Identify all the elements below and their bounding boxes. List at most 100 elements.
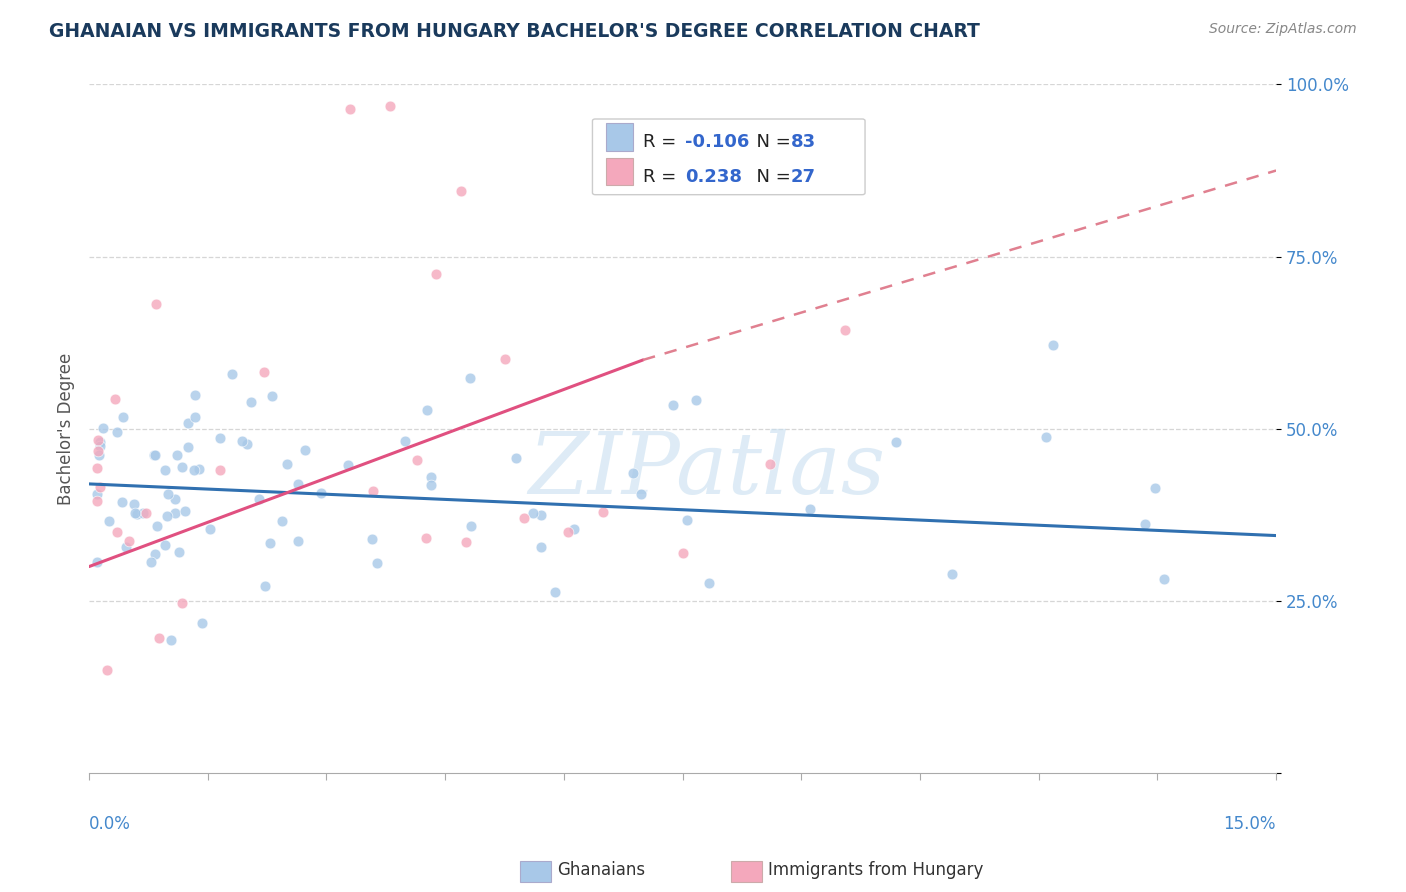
Point <box>592 505 614 519</box>
Point <box>174 503 197 517</box>
Point <box>208 431 231 445</box>
Point <box>177 416 200 430</box>
Text: 0.238: 0.238 <box>686 168 742 186</box>
Point <box>1042 338 1064 352</box>
Point <box>253 365 276 379</box>
Point <box>366 556 388 570</box>
Point <box>494 351 516 366</box>
Point <box>259 535 281 549</box>
Point <box>394 434 416 448</box>
Text: N =: N = <box>745 168 796 186</box>
Point <box>270 515 292 529</box>
Point <box>221 367 243 381</box>
Point <box>676 513 699 527</box>
Point <box>167 545 190 559</box>
Point <box>231 434 253 448</box>
Point <box>450 184 472 198</box>
Text: R =: R = <box>644 134 682 152</box>
Point <box>104 392 127 406</box>
Point <box>87 448 110 462</box>
Point <box>337 458 360 472</box>
Point <box>191 616 214 631</box>
Point <box>111 495 134 509</box>
Point <box>941 567 963 582</box>
Point <box>132 506 155 520</box>
Point <box>339 102 361 116</box>
Point <box>145 547 167 561</box>
Point <box>460 371 482 385</box>
Point <box>183 463 205 477</box>
Point <box>118 534 141 549</box>
Text: N =: N = <box>745 134 796 152</box>
Point <box>360 532 382 546</box>
Point <box>156 509 179 524</box>
Point <box>759 457 782 471</box>
Point <box>98 514 121 528</box>
Point <box>86 433 108 447</box>
Point <box>1035 430 1057 444</box>
Point <box>240 394 263 409</box>
Text: ZIPatlas: ZIPatlas <box>527 429 884 511</box>
Point <box>163 506 186 520</box>
Point <box>183 409 205 424</box>
Point <box>146 519 169 533</box>
Point <box>460 518 482 533</box>
Point <box>415 403 437 417</box>
Point <box>89 439 111 453</box>
Point <box>86 494 108 508</box>
Point <box>145 296 167 310</box>
Point <box>177 440 200 454</box>
Point <box>148 631 170 645</box>
Point <box>405 453 427 467</box>
Point <box>155 538 177 552</box>
Point <box>415 531 437 545</box>
Point <box>420 470 443 484</box>
Point <box>135 506 157 520</box>
Point <box>105 524 128 539</box>
Point <box>530 541 553 555</box>
Point <box>287 477 309 491</box>
Point <box>170 460 193 475</box>
Point <box>86 556 108 570</box>
Point <box>115 540 138 554</box>
Text: 83: 83 <box>792 134 815 152</box>
Point <box>157 486 180 500</box>
Point <box>671 546 693 560</box>
Text: Source: ZipAtlas.com: Source: ZipAtlas.com <box>1209 22 1357 37</box>
Point <box>89 435 111 450</box>
Point <box>143 448 166 462</box>
Point <box>87 444 110 458</box>
Point <box>172 596 194 610</box>
Point <box>425 268 447 282</box>
Point <box>419 478 441 492</box>
Point <box>184 387 207 401</box>
Text: 27: 27 <box>792 168 815 186</box>
Point <box>86 461 108 475</box>
Point <box>262 389 284 403</box>
Point <box>522 507 544 521</box>
Point <box>562 522 585 536</box>
Point <box>89 479 111 493</box>
Point <box>107 425 129 439</box>
Text: 15.0%: 15.0% <box>1223 814 1277 832</box>
Point <box>139 555 162 569</box>
Point <box>621 466 644 480</box>
Point <box>122 497 145 511</box>
Point <box>294 442 316 457</box>
Point <box>254 579 277 593</box>
Point <box>834 323 856 337</box>
Text: Ghanaians: Ghanaians <box>557 861 645 879</box>
Point <box>142 448 165 462</box>
Point <box>309 486 332 500</box>
Point <box>124 507 146 521</box>
Point <box>96 663 118 677</box>
Point <box>454 535 477 549</box>
Point <box>685 393 707 408</box>
Point <box>799 502 821 516</box>
Point <box>1153 572 1175 586</box>
Point <box>198 523 221 537</box>
Point <box>513 511 536 525</box>
Point <box>163 491 186 506</box>
Point <box>557 524 579 539</box>
Point <box>235 437 257 451</box>
